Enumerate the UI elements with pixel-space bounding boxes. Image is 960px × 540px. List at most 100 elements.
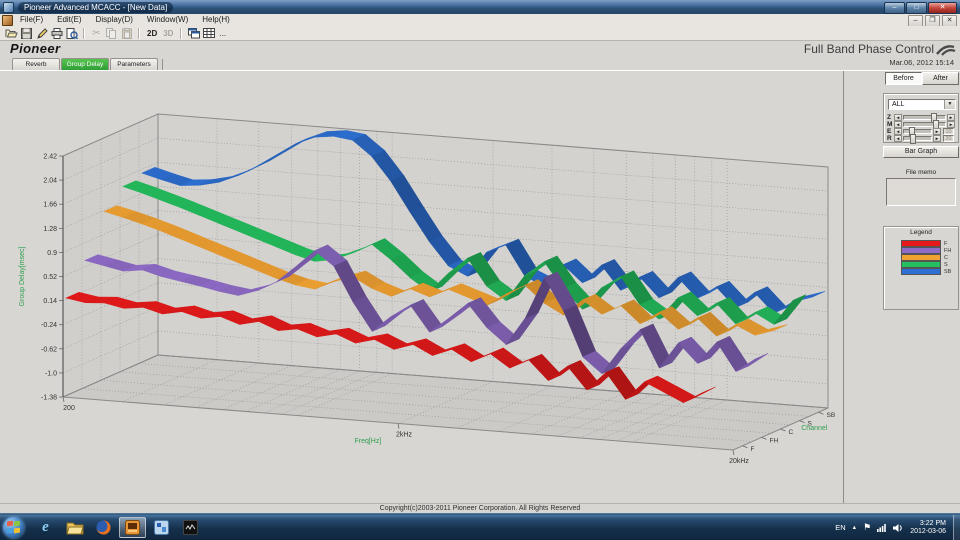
hidden-icons-chevron[interactable]: ▲	[851, 524, 858, 531]
action-center-flag-icon[interactable]: ⚑	[863, 522, 872, 532]
slider-r-track[interactable]	[903, 134, 932, 144]
grid-line	[62, 258, 159, 301]
file-memo-input[interactable]	[886, 178, 956, 206]
window-frame-bottom	[0, 513, 960, 515]
bar-graph-button[interactable]: Bar Graph	[883, 146, 959, 158]
z-axis-title: Channel	[801, 425, 828, 432]
menu-window[interactable]: Window(W)	[146, 15, 189, 24]
tab-page-group-delay: Mar.06, 2012 15:14 2.42 2.04 1.66 1.28 0.9 0.…	[0, 58, 960, 504]
slider-z-left-arrow[interactable]: ◄	[894, 114, 902, 121]
network-icon[interactable]	[877, 523, 887, 532]
document-icon[interactable]	[2, 14, 13, 26]
open-folder-icon[interactable]	[4, 27, 19, 40]
slider-m-left-arrow[interactable]: ◄	[894, 121, 902, 128]
internet-explorer-icon[interactable]: e	[42, 519, 49, 535]
slider-row-m: M ◄ ►	[887, 120, 959, 130]
copy-icon[interactable]	[104, 27, 119, 40]
legend-swatch-sb	[901, 268, 941, 275]
legend-label-fh: FH	[944, 247, 952, 254]
slider-row-e: E ◄ ► 10	[887, 127, 959, 137]
tab-strip-divider	[162, 59, 163, 70]
grid-line	[138, 363, 810, 417]
taskbar-clock[interactable]: 3:22 PM 2012-03-06	[910, 520, 946, 536]
tab-reverb[interactable]: Reverb	[12, 58, 60, 70]
file-memo-section: File memo	[883, 169, 959, 211]
after-button[interactable]: After	[922, 72, 959, 85]
slider-m-right-arrow[interactable]: ►	[947, 121, 955, 128]
grid-line	[580, 395, 676, 439]
channel-select[interactable]: ALL ▼	[888, 99, 956, 110]
title-bar[interactable]: Pioneer Advanced MCACC - [New Data] – □ …	[0, 0, 960, 14]
y-tick-label: 1.66	[43, 202, 57, 209]
view-2d-button[interactable]: 2D	[147, 28, 158, 38]
legend-entry-s: S	[901, 261, 958, 268]
cut-icon[interactable]: ✂	[92, 27, 101, 39]
keyboard-layout-indicator[interactable]: EN	[835, 523, 846, 532]
print-preview-icon[interactable]	[64, 27, 79, 40]
slider-row-z: Z ◄ ►	[887, 113, 959, 123]
group-delay-3d-chart: 2.42 2.04 1.66 1.28 0.9 0.52 0.14 -0.24 -0.62 -1.…	[19, 113, 835, 465]
grid-line	[742, 445, 748, 449]
tab-parameters[interactable]: Parameters	[110, 58, 158, 70]
before-button[interactable]: Before	[885, 72, 922, 85]
slider-z-right-arrow[interactable]: ►	[947, 114, 955, 121]
volume-icon[interactable]	[893, 523, 904, 533]
slider-e-value: 10	[943, 128, 954, 135]
grid-line	[121, 359, 218, 402]
grid-line	[632, 399, 728, 443]
menu-file[interactable]: File(F)	[20, 15, 44, 24]
slider-e-left-arrow[interactable]: ◄	[894, 128, 902, 135]
firefox-icon[interactable]	[90, 517, 117, 538]
print-icon[interactable]	[49, 27, 64, 40]
grid-line	[498, 389, 594, 432]
window-title: Pioneer Advanced MCACC - [New Data]	[18, 1, 174, 13]
channel-select-value: ALL	[892, 101, 905, 108]
minimize-button[interactable]: –	[884, 2, 905, 14]
legend-entry-fh: FH	[901, 247, 958, 254]
start-button[interactable]	[3, 517, 24, 538]
grid-line	[62, 234, 159, 277]
grid-line	[62, 161, 159, 205]
show-desktop-button[interactable]	[953, 515, 960, 540]
slider-e-right-arrow[interactable]: ►	[933, 128, 941, 135]
chevron-down-icon[interactable]: ▼	[944, 100, 955, 109]
grid-line	[557, 393, 653, 437]
tab-strip: Reverb Group Delay Parameters	[0, 56, 960, 70]
maximize-button[interactable]: □	[906, 2, 927, 14]
y-tick-label: -1.38	[41, 395, 57, 402]
paste-icon[interactable]	[119, 27, 134, 40]
legend-box: Legend F FH C S SB	[883, 226, 959, 310]
y-tick-label: -0.24	[41, 322, 57, 329]
slider-z-track[interactable]	[903, 113, 946, 123]
close-button[interactable]: ✕	[928, 2, 957, 14]
legend-label-f: F	[944, 240, 948, 247]
taskbar: e EN ▲ ⚑ 3:22 PM 2012-03-06	[0, 515, 960, 540]
view-3d-button[interactable]: 3D	[163, 28, 174, 38]
feature-title: Full Band Phase Control	[803, 42, 934, 56]
edit-pencil-icon[interactable]	[34, 27, 49, 40]
menu-help[interactable]: Help(H)	[202, 15, 230, 24]
slider-r-right-arrow[interactable]: ►	[933, 135, 941, 142]
menu-edit[interactable]: Edit(E)	[57, 15, 82, 24]
tab-group-delay[interactable]: Group Delay	[61, 58, 109, 70]
menu-display[interactable]: Display(D)	[95, 15, 133, 24]
blue-app-icon[interactable]	[148, 517, 175, 538]
data-table-icon[interactable]	[201, 27, 216, 40]
x-tick-label: 2kHz	[396, 432, 412, 439]
dark-app-icon[interactable]	[177, 517, 204, 538]
slider-e-track[interactable]	[903, 127, 932, 137]
save-icon[interactable]	[19, 27, 34, 40]
slider-r-thumb[interactable]	[910, 134, 916, 144]
legend-label-sb: SB	[944, 268, 952, 275]
mcacc-app-taskbar-button[interactable]	[119, 517, 146, 538]
y-tick-label: -0.62	[41, 346, 57, 353]
grid-line	[62, 185, 159, 229]
cascade-windows-icon[interactable]	[186, 27, 201, 40]
file-explorer-icon[interactable]	[61, 517, 88, 538]
status-bar: Copyright(c)2003-2011 Pioneer Corporatio…	[0, 503, 960, 514]
grid-line	[599, 397, 695, 440]
grid-line	[100, 379, 772, 434]
legend-entry-sb: SB	[901, 268, 958, 275]
slider-r-left-arrow[interactable]: ◄	[894, 135, 902, 142]
file-memo-label: File memo	[905, 169, 937, 176]
